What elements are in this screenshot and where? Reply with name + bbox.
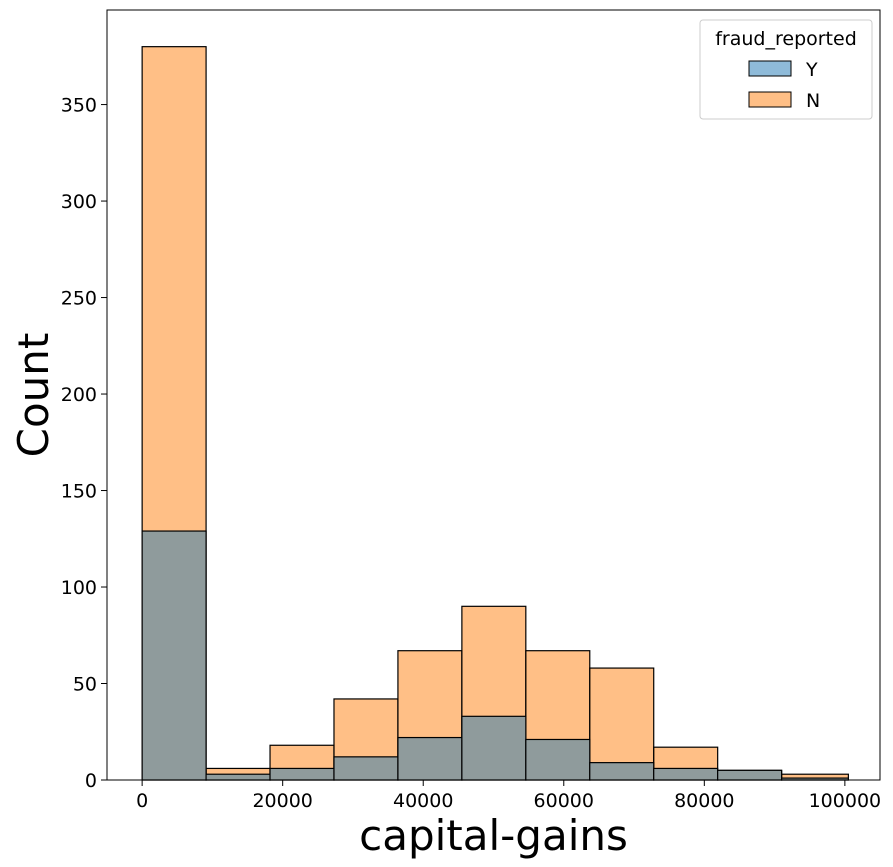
x-tick-label: 60000 (534, 790, 594, 812)
x-axis-ticks: 0 20000 40000 60000 80000 100000 (136, 780, 881, 812)
x-tick-label: 80000 (674, 790, 734, 812)
bar-overlap-4 (397, 736, 463, 781)
y-tick-label: 250 (61, 288, 97, 310)
bar-overlap-9 (717, 769, 783, 781)
x-axis-title: capital-gains (359, 811, 628, 860)
legend-entries: YN (748, 59, 820, 112)
bar-overlap-3 (333, 756, 399, 781)
legend-label-n: N (806, 90, 820, 112)
bar-overlap-8 (653, 767, 719, 781)
y-axis-ticks: 0 50 100 150 200 250 300 350 (61, 95, 107, 792)
legend-label-y: Y (805, 59, 818, 81)
y-tick-label: 350 (61, 95, 97, 117)
y-tick-label: 150 (61, 481, 97, 503)
bar-overlap-5 (461, 715, 527, 781)
y-tick-label: 0 (85, 770, 97, 792)
bar-overlap-2 (269, 767, 335, 781)
y-tick-label: 50 (73, 674, 97, 696)
bar-overlap-1 (205, 773, 271, 781)
bar-overlap-7 (589, 762, 655, 781)
x-tick-label: 0 (136, 790, 148, 812)
x-tick-label: 100000 (809, 790, 882, 812)
legend-swatch-y (748, 60, 792, 77)
legend: fraud_reported YN (699, 19, 873, 120)
x-tick-label: 40000 (393, 790, 453, 812)
x-tick-label: 20000 (252, 790, 312, 812)
y-tick-label: 200 (61, 384, 97, 406)
y-tick-label: 300 (61, 191, 97, 213)
legend-title: fraud_reported (715, 28, 857, 50)
legend-swatch-n (748, 91, 792, 108)
bar-overlap-0 (141, 530, 207, 781)
bar-n-7 (589, 667, 655, 781)
y-tick-label: 100 (61, 577, 97, 599)
y-axis-title: Count (9, 333, 58, 458)
plot-frame (106, 9, 881, 781)
bar-overlap-6 (525, 738, 591, 781)
